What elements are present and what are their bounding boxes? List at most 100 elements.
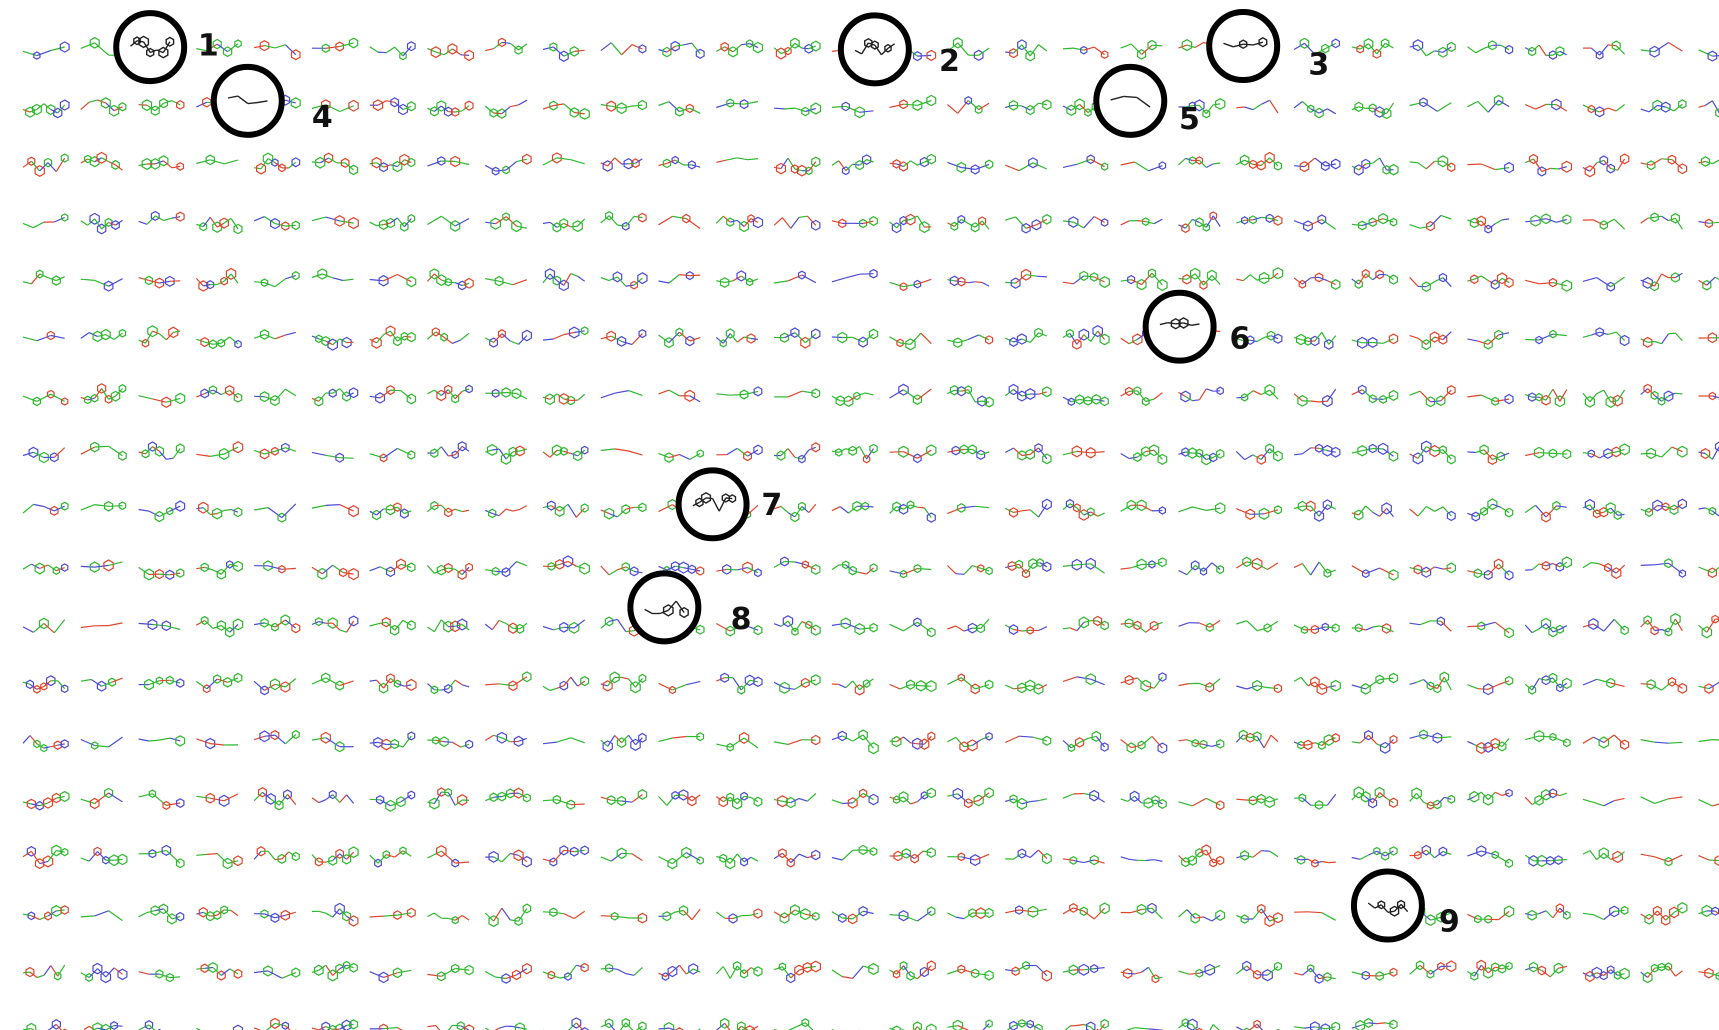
molecule [485,788,530,802]
molecule [1699,332,1719,343]
bond [553,627,563,630]
bond [832,337,842,338]
ring [1671,214,1679,223]
bond [730,395,744,396]
molecule [254,153,300,174]
bond [1030,850,1038,857]
molecule [370,732,415,750]
molecule [370,847,412,867]
bond [867,160,874,162]
bond [1179,684,1189,686]
bond [1478,573,1488,575]
molecule [1121,387,1163,406]
bond [1063,970,1073,972]
bond [601,43,611,51]
bond [205,621,213,629]
molecule [485,733,527,747]
bond [917,622,931,632]
bond [1135,972,1142,974]
ring [177,679,184,687]
bond [1420,391,1431,402]
molecule [139,1021,181,1030]
molecule [1467,499,1512,521]
molecule [1063,559,1105,574]
bond [1063,677,1077,682]
bond [1560,793,1567,795]
bond [553,912,563,913]
bond [1651,453,1662,457]
bond [1362,449,1372,451]
bond [571,738,585,743]
bond [947,340,957,343]
molecule [196,906,238,921]
bond [791,217,799,228]
ring [927,154,935,163]
molecule [774,216,820,230]
bond [1084,911,1094,919]
molecule [1294,623,1339,633]
bond [1380,112,1387,114]
bond [860,111,874,113]
molecule [774,157,820,176]
bond [832,106,846,107]
bond [917,507,924,508]
bond [326,505,340,506]
bond [254,971,268,973]
ring [1332,280,1340,290]
bond [1431,401,1441,402]
bond [1129,859,1137,860]
bond [1154,860,1162,862]
molecule [1699,906,1719,922]
ring [639,45,646,53]
bond [741,44,749,45]
bond [1026,225,1036,229]
molecule [774,557,820,574]
bond [1186,452,1193,453]
bond [23,223,33,227]
molecule [1410,98,1452,111]
bond [1641,797,1655,804]
bond [1121,221,1129,225]
bond [1325,627,1335,628]
bond [1135,1028,1149,1029]
bond [1614,798,1624,800]
ring [1101,51,1108,58]
bond [224,794,238,801]
molecule [254,330,296,339]
bond [395,47,403,56]
bond [1641,565,1655,566]
bond [1245,455,1253,460]
bond [1257,338,1264,342]
molecule [1525,155,1571,176]
bond [285,45,295,55]
bond [1614,910,1624,911]
bond [1675,333,1682,341]
ring [344,962,350,969]
molecule [1410,730,1452,743]
molecule [312,962,357,981]
molecule [832,561,877,575]
bond [1662,159,1672,160]
ring [740,733,749,744]
molecule [1179,448,1224,465]
bond [1655,799,1669,804]
molecule [427,913,469,924]
molecule [81,502,126,511]
molecule [139,276,181,288]
bond [1250,275,1257,281]
bond [626,974,634,976]
molecule [601,101,647,114]
molecule [1699,96,1719,117]
ring [870,329,878,338]
ring [914,1022,922,1030]
ring [1716,442,1719,451]
bond [1327,794,1335,805]
bond [1709,860,1719,861]
bond [224,160,238,164]
bond [1699,508,1706,509]
molecule [485,154,531,175]
molecule [1641,446,1687,458]
molecule [1525,45,1567,59]
bond [285,389,295,396]
bond [609,216,617,225]
